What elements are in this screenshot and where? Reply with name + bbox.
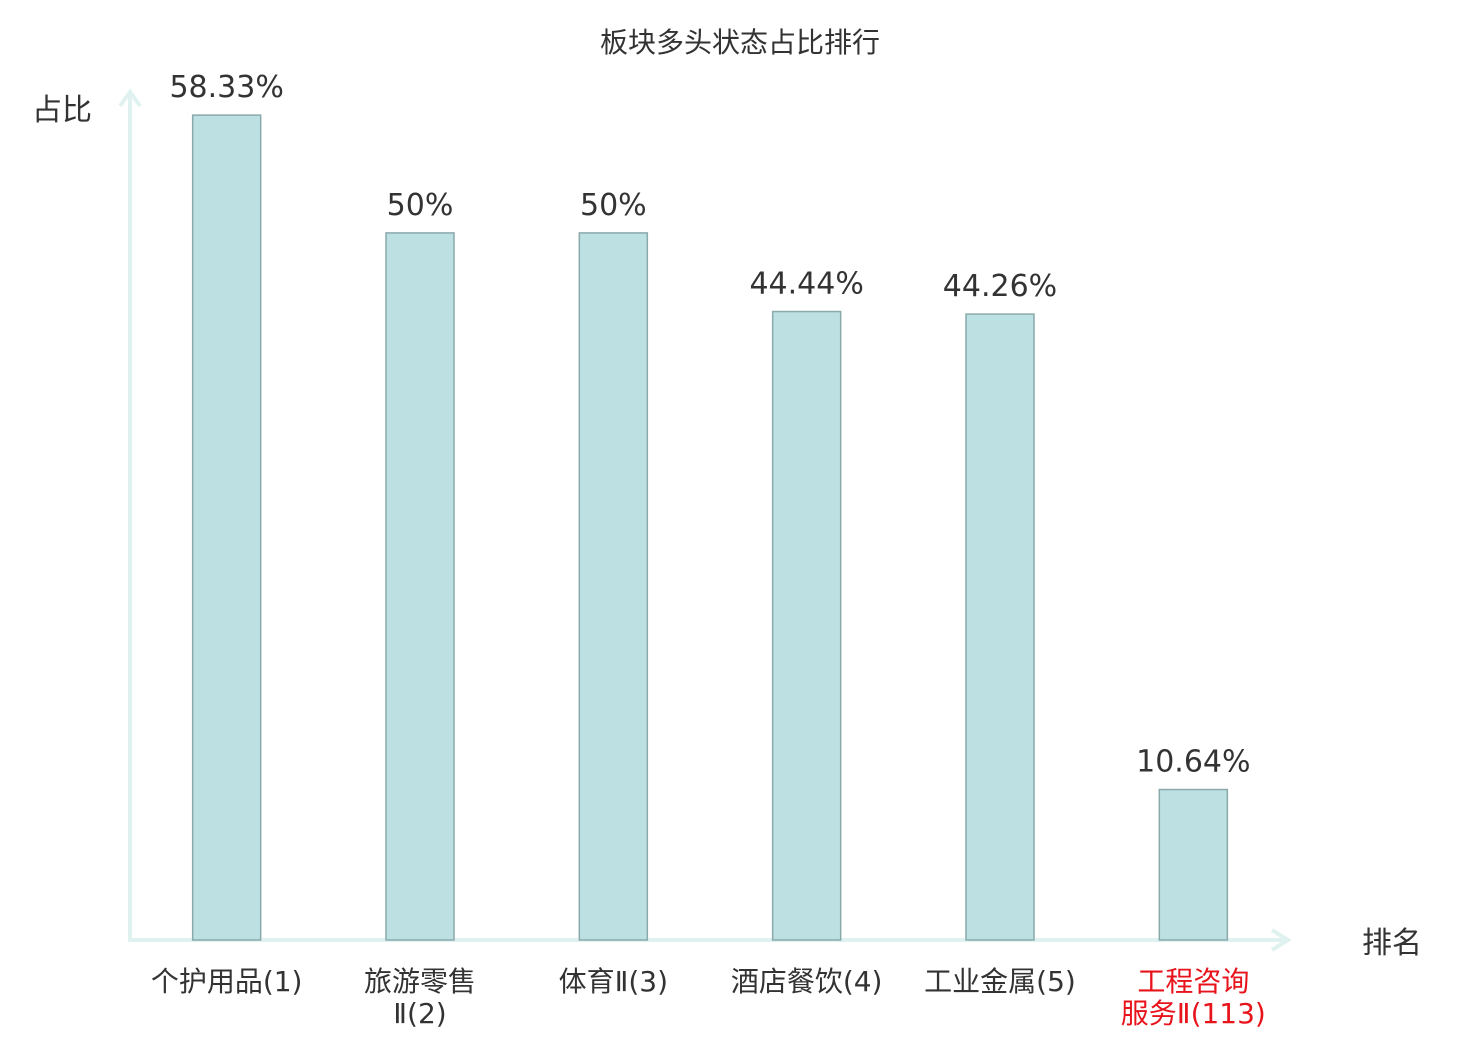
chart-title: 板块多头状态占比排行: [600, 26, 880, 59]
x-tick-label: 个护用品(1): [150, 965, 303, 998]
bar: [965, 313, 1035, 941]
bar: [771, 310, 842, 941]
bar: [1158, 788, 1229, 941]
value-label: 44.26%: [943, 269, 1057, 304]
x-axis-title: 排名: [1362, 926, 1422, 961]
x-arrow: [1270, 928, 1292, 952]
value-label: 50%: [580, 188, 647, 223]
x-tick-label: 旅游零售 Ⅱ(2): [363, 965, 476, 1030]
x-tick-label: 工业金属(5): [924, 965, 1076, 998]
value-label: 10.64%: [1136, 745, 1250, 780]
value-label: 44.44%: [749, 267, 863, 302]
y-arrow: [118, 88, 142, 108]
x-tick-label: 工程咨询 服务Ⅱ(113): [1120, 965, 1266, 1030]
value-label: 58.33%: [169, 70, 283, 105]
axes: [118, 88, 1292, 952]
y-axis-title: 占比: [32, 93, 92, 128]
bar: [578, 232, 649, 941]
x-tick-label: 酒店餐饮(4): [730, 965, 883, 998]
x-tick-label: 体育Ⅱ(3): [558, 965, 669, 998]
bar: [385, 232, 455, 941]
value-label: 50%: [387, 188, 454, 223]
bar: [191, 114, 262, 941]
